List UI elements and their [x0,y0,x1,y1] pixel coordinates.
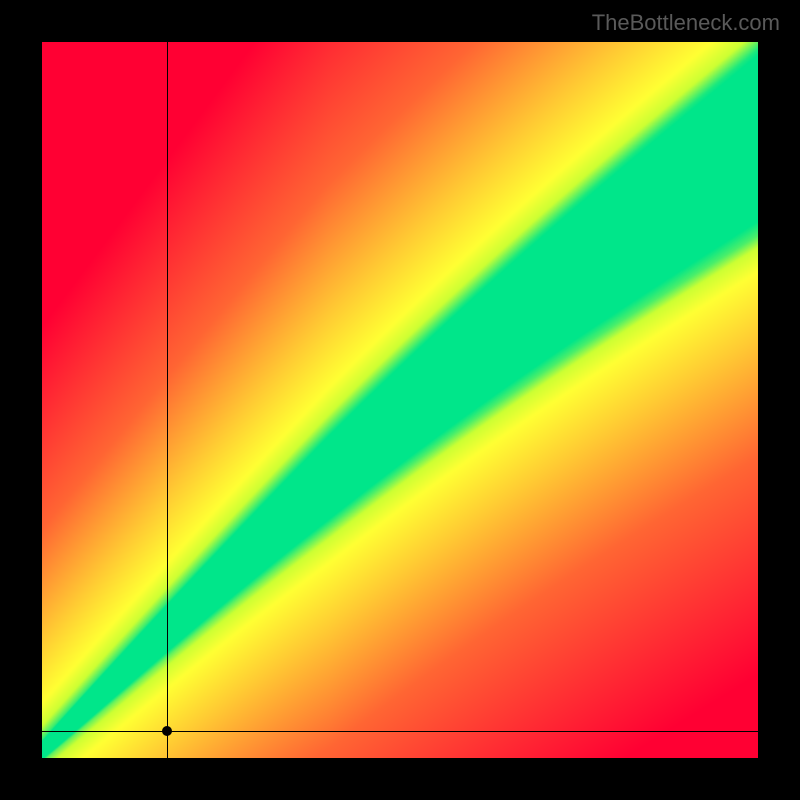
crosshair-marker-dot [162,726,172,736]
watermark-text: TheBottleneck.com [592,10,780,36]
heatmap-canvas [42,42,758,758]
heatmap-plot-area [42,42,758,758]
crosshair-horizontal [42,731,758,732]
crosshair-vertical [167,42,168,758]
